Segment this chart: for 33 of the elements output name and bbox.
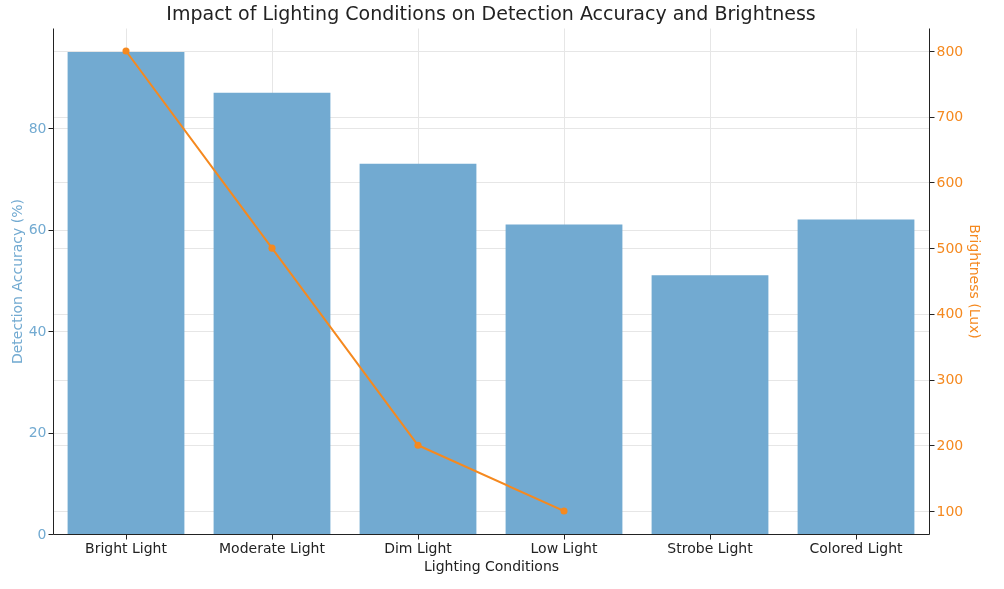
bar (505, 224, 623, 534)
x-tick-label: Bright Light (85, 539, 168, 556)
point (560, 507, 568, 515)
y2-tick-label: 400 (936, 305, 964, 322)
y2-tick-label: 100 (936, 502, 964, 519)
y-tick-label: 20 (28, 424, 47, 441)
x-tick-label: Colored Light (809, 539, 904, 556)
y2-axis-title: Brightness (Lux) (967, 224, 984, 339)
point (122, 47, 130, 55)
point (268, 244, 276, 252)
bar (67, 52, 185, 534)
y2-tick-label: 600 (936, 173, 964, 190)
x-tick-label: Strobe Light (667, 539, 754, 556)
y-tick-label: 80 (28, 119, 47, 136)
y2-tick-label: 500 (936, 239, 964, 256)
point (414, 441, 422, 449)
bar (359, 163, 477, 534)
y2-tick-label: 800 (936, 42, 964, 59)
y2-tick-label: 700 (936, 108, 964, 125)
bar (651, 275, 769, 534)
x-tick-label: Moderate Light (219, 539, 326, 556)
y-tick-label: 0 (37, 525, 47, 542)
y2-tick-label: 300 (936, 371, 964, 388)
y2-tick-label: 200 (936, 436, 964, 453)
x-tick-label: Dim Light (384, 539, 453, 556)
bar (213, 92, 331, 534)
y-tick-label: 40 (28, 322, 47, 339)
bar (797, 219, 915, 534)
x-tick-label: Low Light (530, 539, 598, 556)
chart-title: Impact of Lighting Conditions on Detection Accuracy and Brightness (166, 2, 816, 24)
y-tick-label: 60 (28, 221, 47, 238)
x-axis-title: Lighting Conditions (423, 557, 560, 574)
y-axis-title: Detection Accuracy (%) (8, 198, 25, 365)
